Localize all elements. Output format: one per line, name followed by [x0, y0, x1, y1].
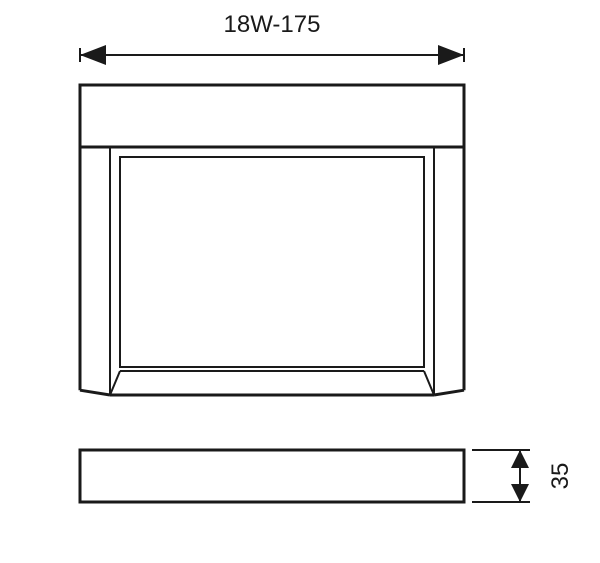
width-label: 18W-175 [224, 11, 321, 38]
arrow-up [511, 450, 529, 468]
width-dimension: 18W-175 [80, 11, 464, 65]
side-view [80, 450, 464, 502]
top-view [80, 85, 464, 395]
left-chamfer [80, 390, 110, 395]
arrow-down [511, 484, 529, 502]
persp-left [110, 371, 120, 395]
persp-right [424, 371, 434, 395]
height-label: 35 [547, 463, 574, 490]
arrow-left [80, 45, 106, 65]
diffuser-frame [120, 157, 424, 367]
technical-drawing: 18W-175 35 [0, 0, 600, 563]
height-dimension: 35 [472, 450, 574, 502]
right-chamfer [434, 390, 464, 395]
top-band [80, 85, 464, 147]
arrow-right [438, 45, 464, 65]
